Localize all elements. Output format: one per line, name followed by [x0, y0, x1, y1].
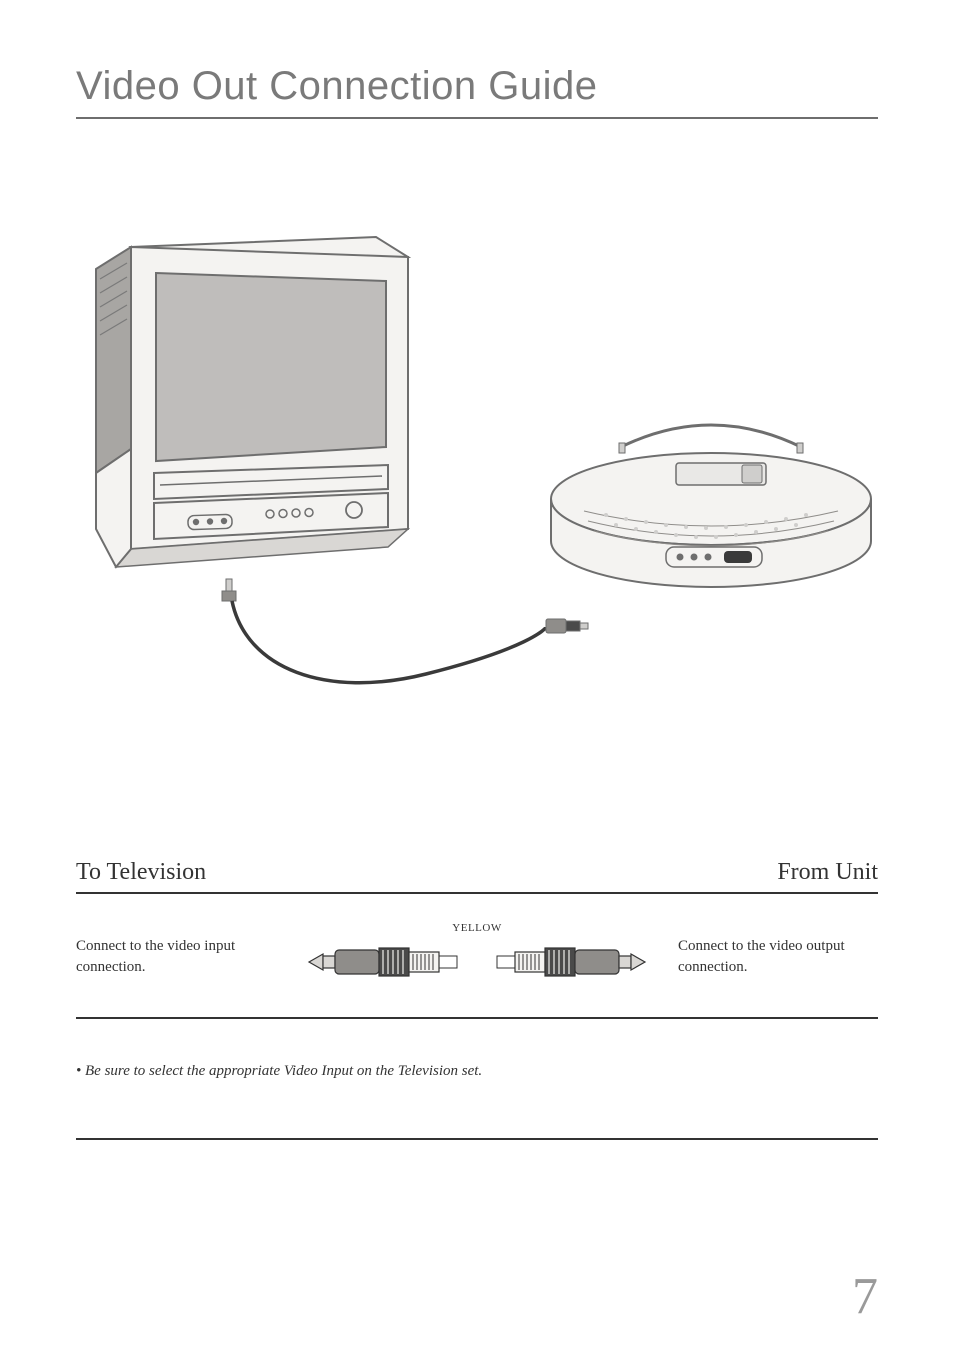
connection-illustration — [76, 229, 878, 789]
note-body: Be sure to select the appropriate Video … — [85, 1063, 482, 1079]
to-television-text: Connect to the video input connection. — [76, 936, 276, 977]
section-heading-row: To Television From Unit — [76, 859, 878, 894]
cable-icon — [222, 579, 588, 683]
note-block: • Be sure to select the appropriate Vide… — [76, 1063, 878, 1140]
heading-from-unit: From Unit — [777, 859, 878, 886]
cable-diagram: YELLOW — [307, 922, 647, 991]
from-unit-text: Connect to the video output connection. — [678, 936, 878, 977]
document-page: Video Out Connection Guide — [0, 0, 954, 1354]
cable-color-label: YELLOW — [307, 922, 647, 934]
tv-icon — [96, 237, 408, 567]
page-title: Video Out Connection Guide — [76, 64, 878, 119]
divider — [76, 1138, 878, 1140]
note-bullet: • — [76, 1063, 81, 1079]
heading-to-television: To Television — [76, 859, 206, 886]
illustration-svg — [76, 229, 878, 789]
cable-row: Connect to the video input connection. Y… — [76, 922, 878, 1019]
page-number: 7 — [852, 1267, 878, 1326]
note-text: • Be sure to select the appropriate Vide… — [76, 1063, 878, 1080]
unit-icon — [551, 425, 871, 587]
rca-cable-icon — [307, 938, 647, 986]
